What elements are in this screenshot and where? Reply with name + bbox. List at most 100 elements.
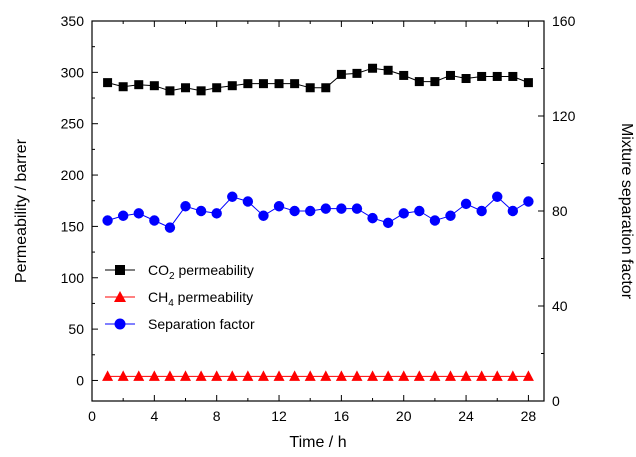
data-point-triangle	[522, 370, 534, 381]
right-y-tick-labels: 0 40 80 120 160	[552, 13, 576, 409]
data-point-square	[212, 83, 222, 93]
data-point-triangle	[102, 370, 114, 381]
x-tick-label: 12	[271, 408, 287, 424]
data-point-square	[430, 77, 440, 87]
y-left-tick-label: 250	[61, 116, 85, 132]
y-left-tick-label: 100	[61, 270, 85, 286]
x-tick-label: 8	[213, 408, 221, 424]
legend: CO2 permeability CH4 permeability Separa…	[105, 262, 255, 332]
data-point-circle	[195, 205, 207, 217]
data-point-circle	[133, 208, 144, 219]
data-point-square	[290, 79, 300, 89]
y-left-tick-label: 50	[68, 321, 84, 337]
data-point-triangle	[335, 370, 347, 381]
data-point-circle	[398, 208, 409, 219]
data-point-square	[103, 78, 113, 88]
data-point-square	[336, 69, 346, 79]
y-right-tick-label: 120	[552, 108, 576, 124]
y-right-tick-label: 80	[552, 203, 568, 219]
data-point-square	[149, 81, 159, 91]
data-point-triangle	[304, 370, 316, 381]
data-point-triangle	[398, 370, 410, 381]
y-left-tick-label: 350	[61, 13, 85, 29]
x-tick-labels: 0 4 8 12 16 20 24 28	[88, 408, 536, 424]
series-triangle	[102, 370, 534, 381]
data-point-circle	[460, 198, 472, 210]
data-point-triangle	[429, 370, 441, 381]
data-point-circle	[507, 205, 519, 217]
x-tick-label: 28	[521, 408, 537, 424]
data-point-circle	[227, 191, 238, 202]
data-point-triangle	[367, 370, 379, 381]
data-point-circle	[523, 196, 534, 207]
legend-marker-square	[115, 265, 125, 275]
data-point-square	[445, 70, 455, 80]
data-point-circle	[414, 205, 425, 217]
data-point-triangle	[164, 370, 176, 381]
data-point-square	[227, 81, 237, 91]
data-point-triangle	[507, 370, 519, 381]
data-point-triangle	[491, 370, 503, 381]
data-point-triangle	[382, 370, 394, 381]
data-point-square	[399, 70, 409, 80]
data-point-circle	[164, 222, 176, 233]
series-layer	[102, 63, 534, 381]
data-point-circle	[102, 215, 113, 226]
data-point-square	[414, 77, 424, 87]
data-point-circle	[336, 203, 347, 214]
data-point-circle	[149, 215, 160, 226]
data-point-triangle	[476, 370, 488, 381]
data-point-circle	[289, 205, 300, 217]
data-point-triangle	[289, 370, 301, 381]
data-point-square	[305, 83, 315, 93]
x-tick-label: 0	[88, 408, 96, 424]
legend-label-separation-factor: Separation factor	[148, 316, 255, 332]
data-point-circle	[367, 212, 378, 224]
data-point-triangle	[460, 370, 472, 381]
data-point-triangle	[226, 370, 238, 381]
data-point-triangle	[351, 370, 363, 381]
tick-marks	[91, 20, 544, 402]
data-point-square	[274, 79, 284, 89]
series-line	[107, 67, 529, 92]
data-point-triangle	[148, 370, 160, 381]
data-point-square	[523, 78, 533, 88]
x-tick-label: 20	[396, 408, 412, 424]
y-left-tick-label: 300	[61, 64, 85, 80]
legend-label-ch4: CH4 permeability	[148, 289, 253, 309]
left-y-tick-labels: 0 50 100 150 200 250 300 350	[61, 13, 85, 388]
data-point-square	[477, 71, 487, 81]
data-point-square	[508, 71, 518, 81]
data-point-triangle	[195, 370, 207, 381]
data-point-circle	[320, 203, 331, 214]
series-line	[107, 196, 529, 229]
legend-marker-triangle	[114, 291, 126, 302]
legend-entry-ch4: CH4 permeability	[105, 289, 253, 309]
data-point-triangle	[273, 370, 285, 381]
y-right-tick-label: 160	[552, 13, 576, 29]
data-point-circle	[492, 191, 503, 202]
y-left-tick-label: 0	[76, 372, 84, 388]
left-y-axis-title: Permeability / barrer	[13, 138, 30, 283]
legend-label-co2: CO2 permeability	[148, 262, 254, 282]
data-point-square	[352, 68, 362, 78]
data-point-square	[165, 86, 175, 96]
legend-entry-co2: CO2 permeability	[105, 262, 254, 282]
data-point-square	[118, 82, 128, 92]
data-point-circle	[476, 205, 487, 217]
y-right-tick-label: 40	[552, 298, 568, 314]
data-point-square	[181, 83, 191, 93]
x-axis-title: Time / h	[289, 434, 346, 451]
data-point-circle	[273, 201, 285, 212]
y-right-tick-label: 0	[552, 393, 560, 409]
data-point-circle	[445, 210, 456, 221]
data-point-square	[383, 65, 393, 75]
data-point-triangle	[257, 370, 269, 381]
data-point-circle	[429, 215, 441, 226]
x-tick-label: 24	[458, 408, 474, 424]
data-point-circle	[211, 208, 222, 219]
legend-entry-separation-factor: Separation factor	[105, 316, 255, 332]
data-point-triangle	[320, 370, 332, 381]
x-tick-label: 4	[150, 408, 158, 424]
